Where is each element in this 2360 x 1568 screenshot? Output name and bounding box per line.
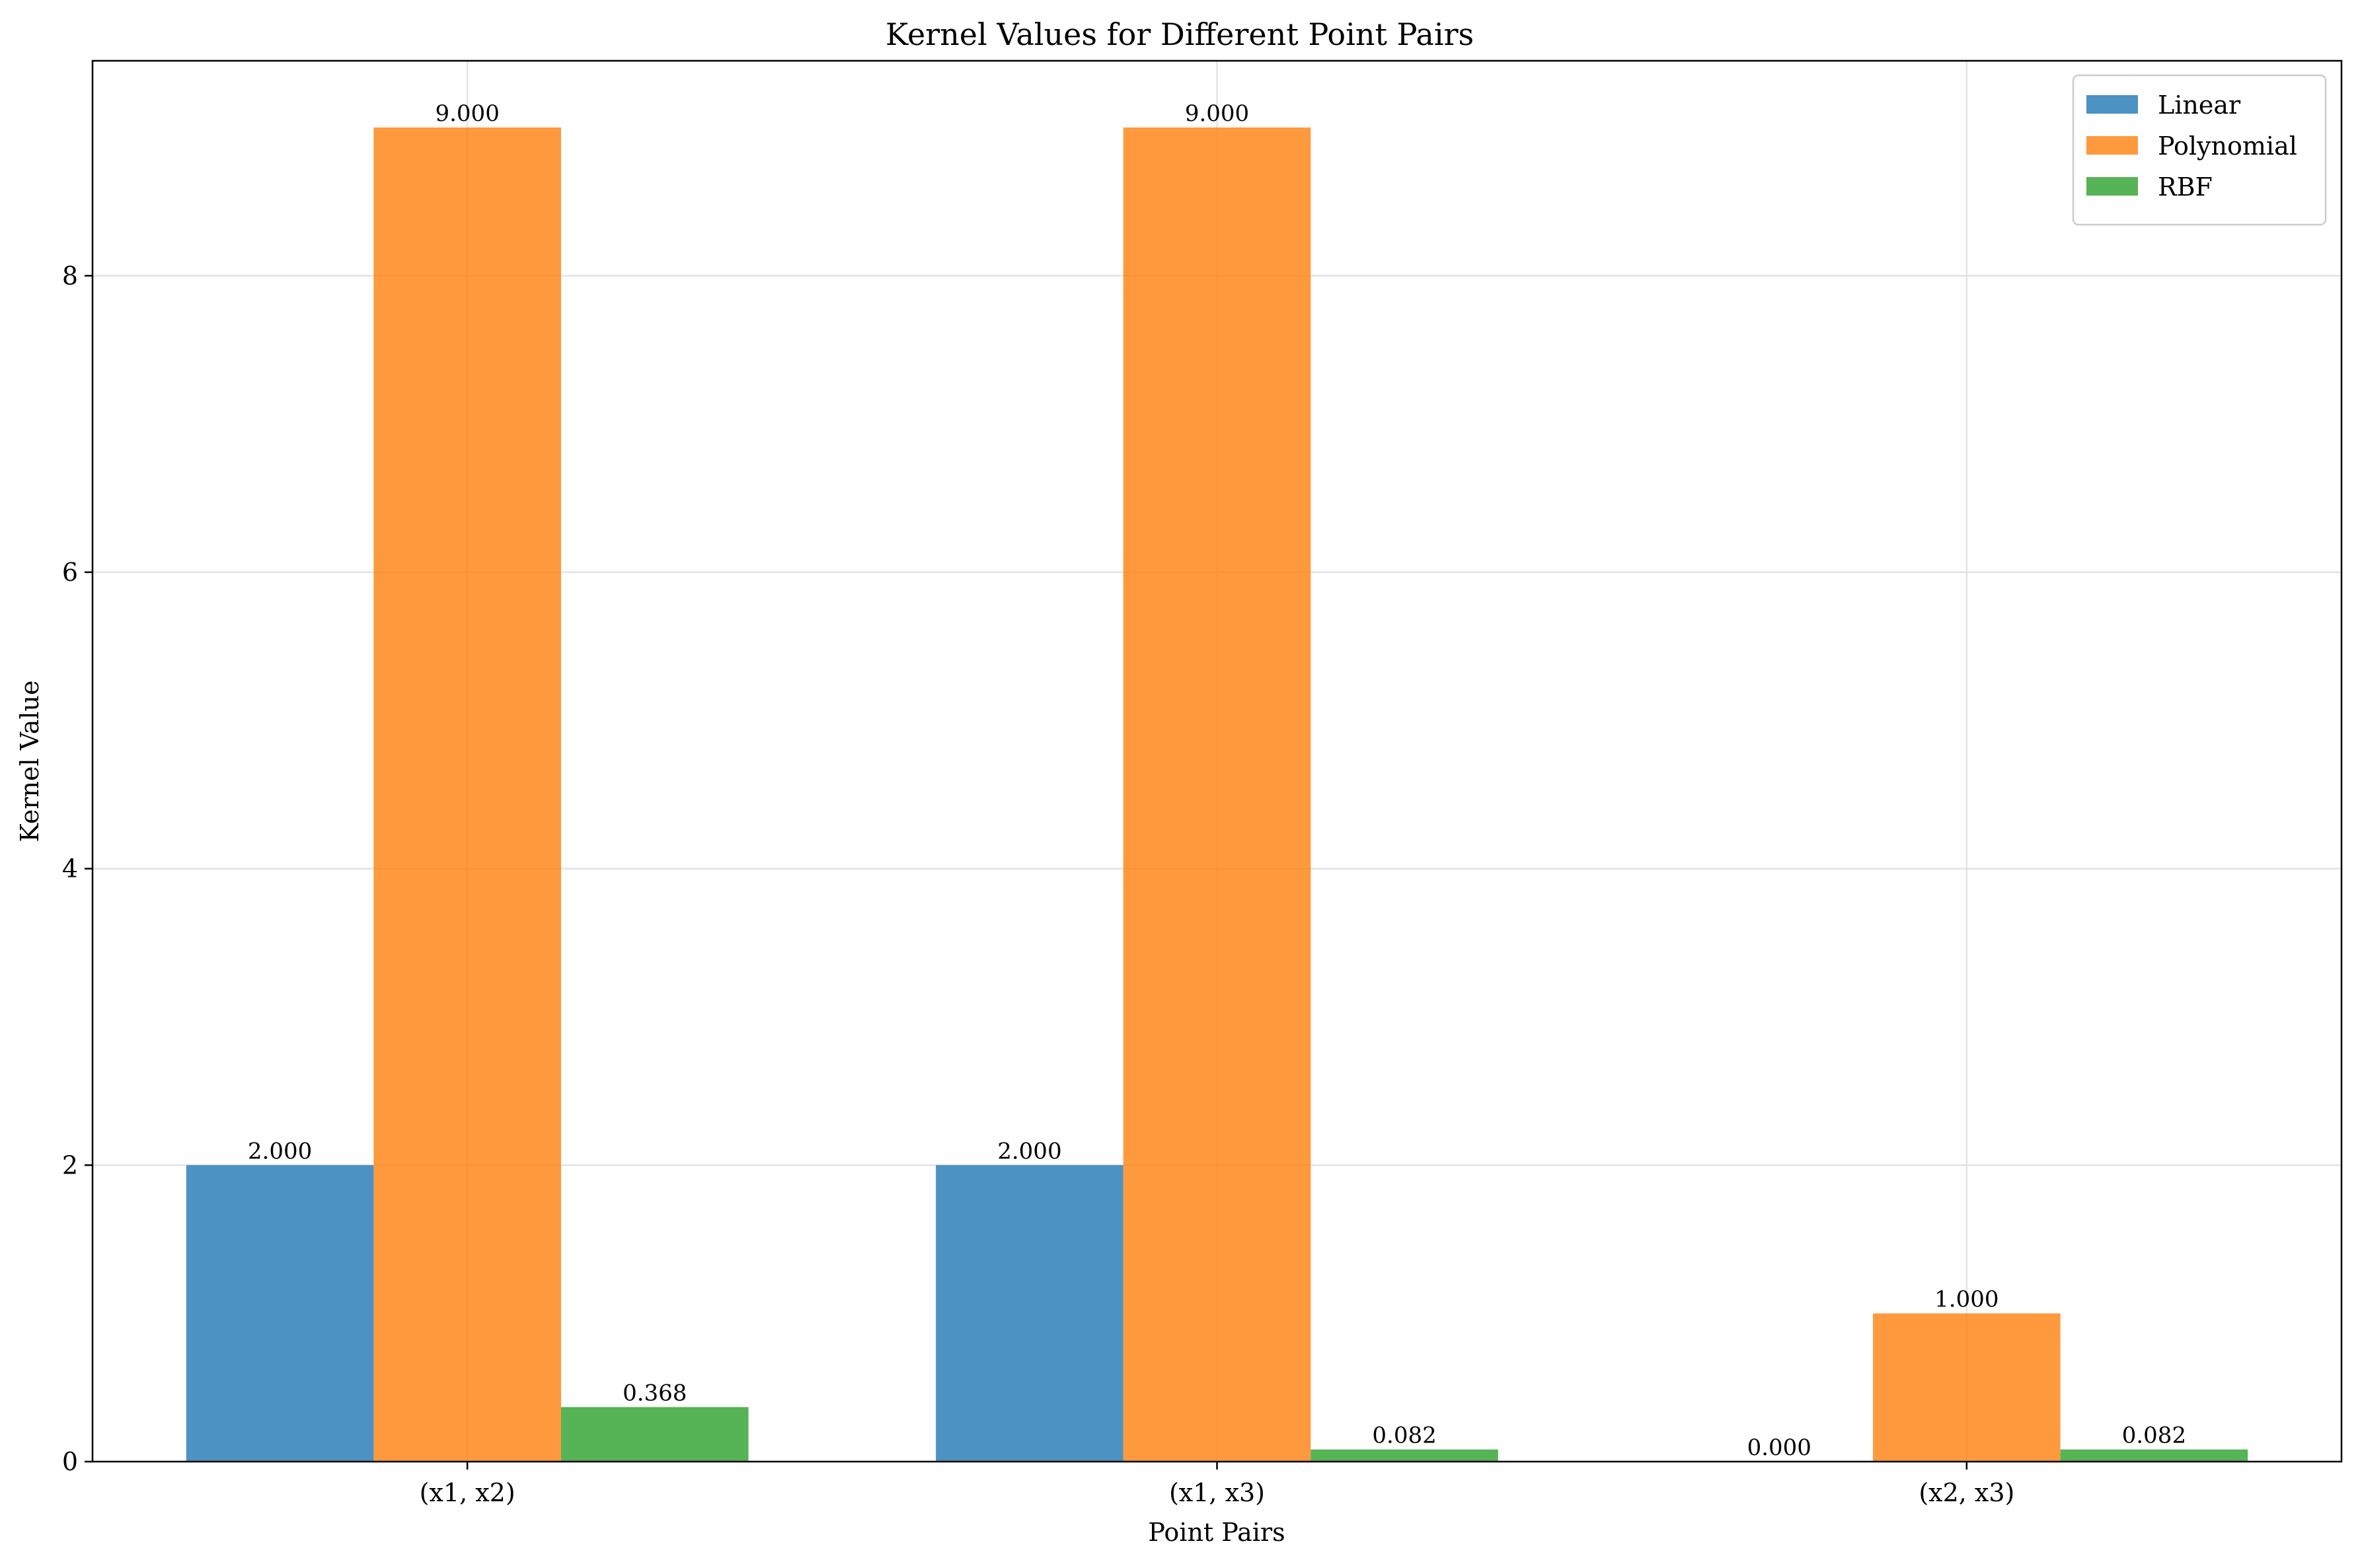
bar-rbf-2 — [2060, 1449, 2248, 1462]
bar-value-label: 9.000 — [1185, 100, 1249, 127]
x-tick-label: (x1, x2) — [420, 1478, 515, 1507]
y-tick-label: 8 — [62, 261, 78, 290]
x-axis-label: Point Pairs — [1148, 1518, 1285, 1547]
x-axis: (x1, x2) (x1, x3) (x2, x3) — [420, 1462, 2014, 1507]
bar-value-label: 0.368 — [623, 1380, 687, 1406]
bar-value-label: 2.000 — [248, 1138, 312, 1164]
bar-polynomial-2 — [1873, 1313, 2061, 1462]
bar-polynomial-0 — [373, 127, 561, 1462]
legend-swatch-polynomial — [2086, 136, 2138, 155]
bar-value-label: 0.082 — [2122, 1423, 2186, 1449]
y-tick-label: 2 — [62, 1150, 78, 1179]
x-tick-label: (x1, x3) — [1169, 1478, 1265, 1507]
y-tick-label: 0 — [62, 1447, 78, 1476]
y-axis-label: Kernel Value — [15, 681, 44, 842]
bar-value-label: 0.082 — [1372, 1423, 1436, 1449]
chart-title: Kernel Values for Different Point Pairs — [886, 17, 1474, 52]
bar-value-labels: 2.000 2.000 0.000 9.000 9.000 1.000 0.368 0.082… — [248, 100, 2186, 1461]
bar-value-label: 0.000 — [1747, 1435, 1811, 1461]
legend: Linear Polynomial RBF — [2072, 74, 2327, 226]
y-axis: 0 2 4 6 8 — [62, 261, 93, 1476]
bar-value-label: 9.000 — [435, 100, 499, 127]
bar-rbf-0 — [560, 1407, 749, 1462]
bar-linear-1 — [936, 1165, 1123, 1462]
legend-swatch-rbf — [2086, 177, 2138, 196]
x-tick-label: (x2, x3) — [1919, 1478, 2014, 1507]
y-tick-label: 6 — [62, 558, 78, 587]
bar-value-label: 2.000 — [997, 1138, 1061, 1164]
bar-value-label: 1.000 — [1934, 1287, 1998, 1313]
legend-label-linear: Linear — [2158, 91, 2241, 120]
bar-polynomial-1 — [1123, 127, 1311, 1462]
legend-swatch-linear — [2086, 95, 2138, 114]
legend-label-polynomial: Polynomial — [2158, 131, 2297, 161]
y-tick-label: 4 — [62, 854, 78, 883]
bars — [186, 127, 2248, 1462]
bar-linear-0 — [186, 1165, 374, 1462]
legend-label-rbf: RBF — [2158, 172, 2213, 202]
bar-rbf-1 — [1311, 1449, 1498, 1462]
